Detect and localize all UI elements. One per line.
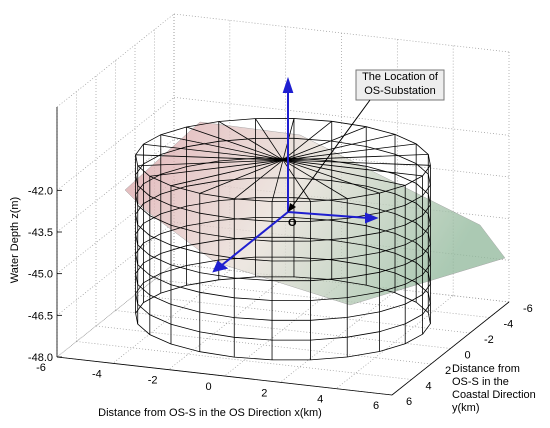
- axis-line: [56, 356, 393, 396]
- cylinder-spoke: [160, 134, 284, 161]
- cylinder: [135, 118, 431, 361]
- grid-line: [134, 294, 471, 334]
- y-tick-label: -2: [484, 334, 494, 346]
- cylinder-spoke: [282, 159, 431, 166]
- cylinder-spoke: [149, 159, 284, 177]
- z-tick-label: -48.0: [28, 352, 53, 364]
- cylinder-spoke: [282, 159, 380, 194]
- y-tick-label: -4: [504, 319, 514, 331]
- cylinder-spoke: [282, 159, 423, 177]
- cylinder-spoke: [199, 159, 284, 194]
- grid-line: [112, 270, 231, 364]
- y-axis-label-line: OS-S in the: [452, 376, 509, 388]
- cylinder-spoke: [282, 134, 396, 161]
- annotation-box: [355, 69, 445, 101]
- grid-line: [154, 279, 490, 318]
- z-tick-label: -46.5: [28, 310, 53, 322]
- y-tick-label: 4: [426, 381, 432, 393]
- y-axis-label-line: Coastal Direction: [452, 389, 536, 401]
- y-tick-label: -6: [523, 303, 533, 315]
- z-axis-label: Water Depth z(m): [9, 197, 21, 283]
- x-tick-label: 0: [205, 381, 211, 393]
- annotation: The Location of: [362, 71, 439, 83]
- grid-line: [56, 180, 175, 274]
- cylinder-spoke: [186, 126, 284, 161]
- x-tick-label: -4: [92, 368, 102, 380]
- cylinder-spoke: [282, 143, 417, 161]
- x-tick-label: -2: [148, 375, 158, 387]
- x-tick-label: -6: [36, 362, 46, 374]
- grid-line: [115, 310, 451, 349]
- grid-line: [280, 289, 398, 383]
- z-tick-label: -45.0: [28, 269, 53, 281]
- annotation-arrow: [290, 99, 371, 209]
- y-tick-label: 2: [445, 365, 451, 377]
- cylinder-spoke: [282, 159, 406, 186]
- cylinder-spoke: [218, 121, 284, 161]
- grid-line: [56, 263, 175, 358]
- y-tick-label: 6: [406, 396, 412, 408]
- y-axis-label-line: Distance from: [452, 363, 520, 375]
- arrow-head: [288, 203, 296, 212]
- cylinder-spoke: [282, 153, 429, 161]
- grid-line: [335, 295, 454, 389]
- annotation: OS-Substation: [364, 85, 436, 97]
- z-tick-label: -43.5: [28, 227, 53, 239]
- grid-line: [56, 222, 175, 316]
- y-tick-label: 0: [465, 350, 471, 362]
- grid-line: [173, 96, 510, 136]
- grid-line: [168, 276, 286, 370]
- cylinder-spoke: [137, 159, 284, 167]
- x-tick-label: 6: [373, 400, 379, 412]
- cylinder-spoke: [282, 120, 332, 161]
- box-edge: [173, 13, 510, 53]
- cylinder-spoke: [271, 159, 284, 202]
- grid-line: [56, 138, 175, 233]
- grid-line: [76, 341, 412, 380]
- cylinder-spoke: [170, 159, 284, 187]
- cylinder-spoke: [282, 126, 367, 161]
- grid-line: [56, 97, 175, 191]
- z-tick-label: -42.0: [28, 185, 53, 197]
- x-axis-label: Distance from OS-S in the OS Direction x…: [98, 407, 322, 419]
- x-tick-label: 4: [317, 394, 323, 406]
- origin-label: O: [288, 217, 297, 229]
- cylinder-spoke: [255, 118, 284, 161]
- cylinder-spoke: [143, 143, 284, 161]
- axis-line: [391, 301, 510, 396]
- cylinder-spoke: [234, 159, 284, 200]
- grid-line: [95, 325, 432, 365]
- x-tick-label: 2: [261, 387, 267, 399]
- cylinder-spoke: [135, 154, 284, 161]
- local-axes: [212, 76, 379, 273]
- box-edge: [56, 13, 175, 108]
- y-axis-label-line: y(km): [452, 402, 480, 414]
